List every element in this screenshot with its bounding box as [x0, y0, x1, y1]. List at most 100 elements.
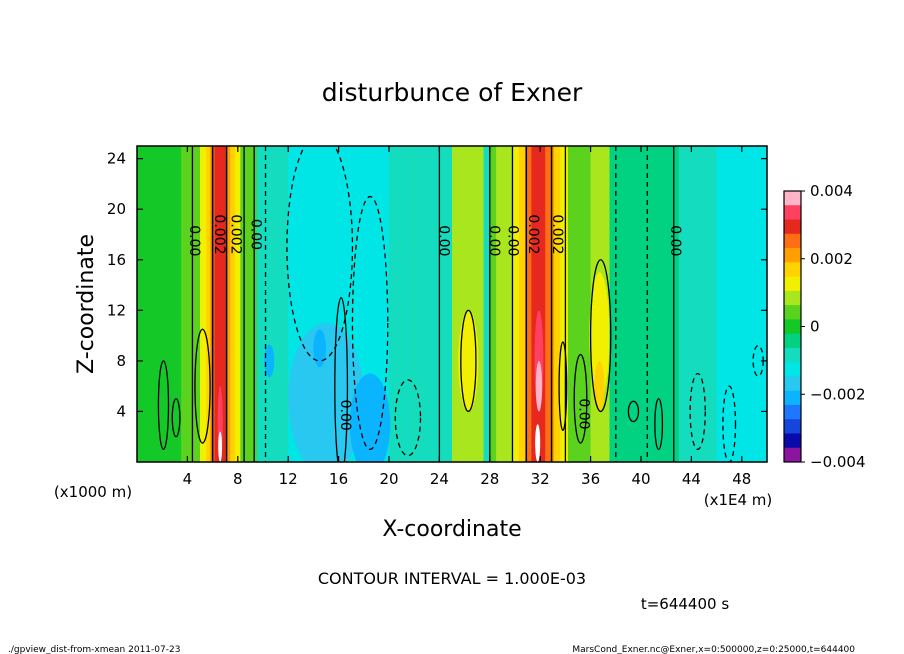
contour-label: 0.00: [435, 225, 451, 256]
y-tick-label: 20: [107, 200, 126, 218]
x-tick-label: 48: [732, 470, 751, 488]
field-blob: [218, 431, 223, 462]
contour-label: 0.00: [667, 225, 683, 256]
x-tick-label: 4: [183, 470, 193, 488]
field-blob: [313, 329, 327, 368]
y-tick-label: 4: [116, 402, 126, 420]
field-blob: [288, 322, 364, 462]
colorbar-swatch: [784, 362, 801, 377]
colorbar-swatch: [784, 390, 801, 406]
x-axis-label: X-coordinate: [382, 517, 521, 542]
y-tick-label: 12: [107, 301, 126, 319]
x-tick-label: 8: [233, 470, 243, 488]
footer-right: MarsCond_Exner.nc@Exner,x=0:500000,z=0:2…: [572, 645, 855, 654]
footer-left: ./gpview_dist-from-xmean 2011-07-23: [8, 645, 180, 654]
plot-field: [137, 146, 767, 462]
colorbar-swatch: [784, 433, 801, 449]
x-tick-label: 44: [682, 470, 701, 488]
field-band: [531, 146, 546, 462]
y-axis: 4 8 12 16 20 24: [107, 150, 767, 420]
colorbar-label: 0.002: [810, 250, 853, 268]
contour-loop: [460, 309, 477, 413]
x-tick-label: 24: [430, 470, 449, 488]
field-blob: [264, 344, 275, 378]
contour-interval: CONTOUR INTERVAL = 1.000E-03: [318, 569, 586, 588]
colorbar-swatch: [784, 404, 801, 420]
contour-loop: [286, 146, 354, 362]
field-blob: [589, 272, 610, 399]
colorbar-swatch: [784, 191, 801, 206]
chart-title: disturbunce of Exner: [322, 78, 583, 107]
contour-label: 0.00: [505, 225, 521, 256]
colorbar-label: −0.002: [810, 385, 866, 403]
contour-loop: [171, 398, 181, 438]
colorbar-swatch: [784, 319, 801, 335]
colorbar-swatch: [784, 447, 801, 463]
field-band: [496, 146, 515, 462]
colorbar-swatch: [784, 333, 801, 349]
y-tick-label: 24: [107, 150, 126, 168]
contour-loop: [627, 400, 640, 423]
contour-label: 0.00: [575, 398, 591, 429]
y-axis-label: Z-coordinate: [74, 234, 99, 374]
contour-loop: [157, 360, 170, 451]
x-unit-left: (x1000 m): [54, 483, 132, 501]
y-tick-label: 8: [116, 352, 126, 370]
contour-loop: [194, 328, 211, 444]
field-band: [716, 146, 767, 462]
plot-frame: [136, 145, 768, 463]
colorbar-swatch: [784, 290, 801, 306]
contour-loop: [654, 398, 664, 451]
colorbar-swatch: [784, 376, 801, 392]
x-tick-label: 20: [379, 470, 398, 488]
contour-label: 0.002: [228, 214, 244, 254]
contour-loop: [334, 297, 349, 462]
colorbar-swatch: [784, 419, 801, 434]
contour-label: 0.002: [549, 214, 565, 254]
y-tick-label: 16: [107, 251, 126, 269]
contour-labels: 0.00 0.002 0.002 0.000.000.00 0.00 0.00 0.002 0…: [186, 214, 683, 430]
colorbar-swatch: [784, 305, 801, 320]
time-label: t=644400 s: [641, 595, 729, 613]
x-unit-right: (x1E4 m): [704, 491, 773, 509]
x-tick-label: 12: [279, 470, 298, 488]
field-blob: [594, 360, 605, 412]
colorbar-swatch: [784, 233, 801, 249]
x-tick-label: 40: [631, 470, 650, 488]
colorbar: [783, 190, 802, 463]
contour-loop: [573, 353, 588, 444]
colorbar-swatch: [784, 205, 801, 220]
x-tick-label: 36: [581, 470, 600, 488]
contour-label: 0.00: [337, 400, 353, 431]
colorbar-swatch: [784, 262, 801, 277]
colorbar-label: 0: [810, 318, 820, 336]
contour-loop: [394, 379, 422, 457]
contour-loop: [589, 259, 612, 413]
x-tick-label: 32: [531, 470, 550, 488]
field-band: [452, 146, 484, 462]
field-blob: [349, 373, 391, 462]
contour-label: 0.002: [525, 214, 541, 254]
x-tick-label: 16: [329, 470, 348, 488]
colorbar-label: −0.004: [810, 453, 866, 471]
field-band: [214, 146, 226, 462]
contour-label: 0.00: [186, 225, 202, 256]
colorbar-swatch: [784, 276, 801, 292]
colorbar-swatch: [784, 347, 801, 363]
colorbar-label: 0.004: [810, 182, 853, 200]
contour-label: 0.002: [211, 214, 227, 254]
field-blob: [535, 424, 541, 462]
field-blob: [458, 310, 479, 412]
contour-loop: [351, 195, 389, 451]
field-blob: [535, 360, 543, 412]
contour-label: 0.00: [486, 225, 502, 256]
contour-label: 0.00: [248, 219, 264, 250]
contour-loop: [558, 341, 568, 432]
colorbar-swatch: [784, 248, 801, 263]
colorbar-labels: 0.004 0.002 0 −0.002 −0.004: [801, 182, 866, 471]
x-axis: 4 8 12 16 20 24 28 32 36 40 44 48: [183, 146, 751, 488]
x-tick-label: 28: [480, 470, 499, 488]
contour-loop: [689, 372, 706, 451]
colorbar-swatch: [784, 219, 801, 235]
